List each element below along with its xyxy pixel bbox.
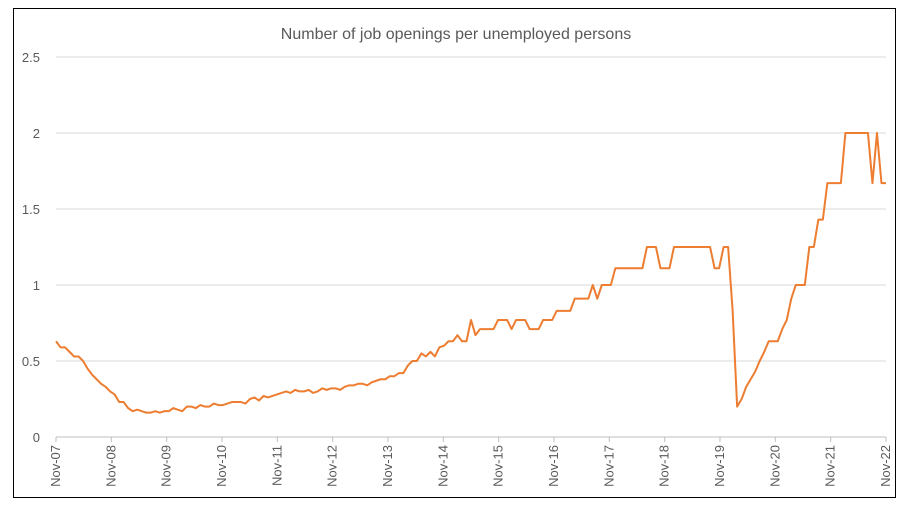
y-tick-label: 1 <box>33 278 40 293</box>
y-tick-label: 2 <box>33 126 40 141</box>
x-tick-label: Nov-22 <box>878 445 893 487</box>
x-tick-label: Nov-17 <box>601 445 616 487</box>
series-line <box>55 132 886 414</box>
x-tick-label: Nov-19 <box>712 445 727 487</box>
y-axis: 0 0.5 1 1.5 2 2.5 <box>22 50 40 445</box>
y-tick-label: 0.5 <box>22 354 40 369</box>
x-tick-label: Nov-13 <box>380 445 395 487</box>
x-tick-label: Nov-16 <box>546 445 561 487</box>
x-tick-label: Nov-08 <box>103 445 118 487</box>
x-tick-label: Nov-14 <box>435 445 450 487</box>
x-tick-label: Nov-20 <box>767 445 782 487</box>
chart-title: Number of job openings per unemployed pe… <box>281 26 631 43</box>
x-tick-label: Nov-12 <box>325 445 340 487</box>
series-layer <box>55 132 886 414</box>
x-tick-label: Nov-11 <box>269 445 284 486</box>
x-tick-label: Nov-15 <box>491 445 506 487</box>
gridlines <box>56 56 886 362</box>
x-tick-label: Nov-07 <box>48 445 63 487</box>
chart-frame: Number of job openings per unemployed pe… <box>13 8 896 498</box>
y-tick-label: 0 <box>33 430 40 445</box>
x-tick-label: Nov-21 <box>823 445 838 487</box>
x-tick-label: Nov-09 <box>159 445 174 487</box>
line-chart: Number of job openings per unemployed pe… <box>22 26 893 487</box>
x-tick-label: Nov-18 <box>657 445 672 487</box>
x-axis: Nov-07 Nov-08 Nov-09 Nov-10 Nov-11 Nov-12 Nov-… <box>48 436 893 487</box>
y-tick-label: 2.5 <box>22 50 40 65</box>
x-tick-label: Nov-10 <box>214 445 229 487</box>
y-tick-label: 1.5 <box>22 202 40 217</box>
